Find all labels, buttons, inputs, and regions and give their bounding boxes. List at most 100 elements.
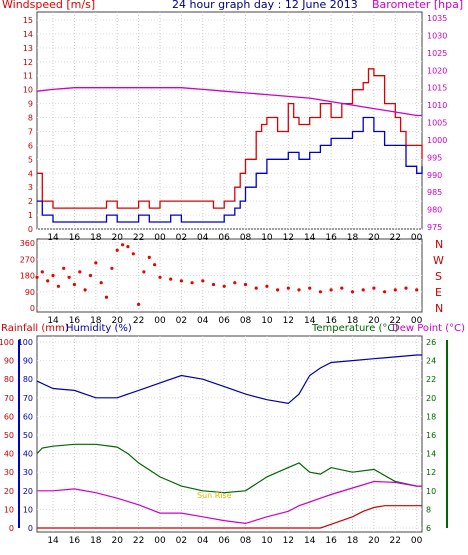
y-tick-label-humidity: 40 [23, 450, 33, 459]
wind-direction-point [350, 290, 355, 294]
wind-direction-point [51, 273, 55, 278]
wind-direction-point [372, 286, 376, 290]
y-tick-label-rain: 50 [4, 431, 14, 440]
wind-direction-point [94, 261, 98, 265]
y-tick-label-temp: 8 [426, 505, 431, 514]
y-tick-label-humidity: 30 [23, 468, 33, 477]
y-tick-label-dir: 180 [20, 272, 35, 281]
y-tick-label-wind: 12 [23, 58, 33, 67]
wind-panel-frame [36, 11, 423, 230]
wind-direction-point [67, 275, 71, 279]
wind-direction-point [104, 295, 109, 299]
wind-direction-point [222, 284, 226, 288]
x-tick-label: 00 [154, 316, 166, 326]
x-tick-label: 18 [347, 536, 359, 546]
y-tick-label-wind: 2 [28, 197, 33, 206]
rainfall-axis-label: Rainfall (mm) [1, 323, 69, 334]
y-tick-label-temp: 24 [426, 357, 436, 366]
wind-direction-point [126, 245, 130, 249]
y-tick-label-temp: 6 [426, 524, 431, 533]
grid-lines [18, 12, 448, 532]
wind-direction-point [40, 270, 44, 274]
y-tick-label-wind: 15 [23, 16, 33, 25]
wind-direction-points [35, 243, 419, 306]
x-tick-label: 04 [197, 233, 209, 243]
wind-direction-point [308, 286, 312, 290]
wind-direction-point [211, 282, 216, 287]
wind-direction-point [190, 281, 194, 285]
x-tick-label: 06 [218, 233, 230, 243]
compass-s: S [435, 270, 442, 283]
wind-direction-point [142, 270, 146, 274]
series-temperature [36, 443, 422, 494]
x-tick-label: 08 [240, 316, 252, 326]
x-tick-label: 18 [347, 316, 359, 326]
wind-direction-point [137, 302, 141, 306]
y-tick-label-baro: 975 [427, 223, 442, 232]
x-tick-label: 22 [390, 536, 401, 546]
wind-direction-point [404, 286, 408, 290]
x-tick-label: 00 [154, 536, 166, 546]
series-dew-point [37, 480, 422, 525]
y-tick-label-wind: 13 [23, 44, 33, 53]
x-tick-label: 00 [411, 536, 423, 546]
x-tick-label: 18 [90, 316, 102, 326]
wind-direction-point [169, 277, 173, 281]
y-tick-label-wind: 1 [28, 211, 33, 220]
y-tick-label-baro: 1000 [427, 136, 447, 145]
wind-direction-point [265, 284, 269, 288]
x-tick-label: 06 [218, 316, 230, 326]
y-tick-label-dir: 360 [20, 239, 35, 248]
y-tick-label-baro: 1020 [427, 66, 447, 75]
y-tick-label-dir: 90 [25, 288, 35, 297]
series-lines [36, 68, 423, 529]
x-tick-label: 00 [154, 233, 166, 243]
y-tick-label-temp: 10 [426, 487, 436, 496]
wind-direction-point [78, 270, 82, 274]
y-tick-label-baro: 1035 [427, 14, 447, 23]
x-tick-label: 18 [90, 536, 102, 546]
wind-direction-point [233, 281, 237, 285]
x-tick-label: 14 [47, 316, 59, 326]
wind-direction-point [46, 279, 50, 283]
sunrise-annotation: Sun Rise [197, 491, 232, 500]
x-tick-label: 16 [69, 233, 81, 243]
x-tick-label: 10 [261, 536, 273, 546]
y-tick-label-baro: 1015 [427, 84, 447, 93]
y-tick-label-wind: 6 [28, 141, 33, 150]
y-tick-label-temp: 20 [426, 394, 436, 403]
x-tick-label: 20 [368, 316, 380, 326]
x-tick-label: 20 [368, 536, 380, 546]
wind-direction-point [383, 290, 387, 294]
y-tick-label-rain: 40 [4, 450, 14, 459]
y-tick-label-humidity: 80 [23, 375, 33, 384]
y-tick-label-baro: 985 [427, 188, 442, 197]
wind-direction-point [340, 286, 344, 290]
series-barometer [36, 87, 422, 117]
chart-title: 24 hour graph day : 12 June 2013 [172, 0, 358, 11]
wind-direction-point [415, 288, 419, 292]
y-tick-label-rain: 60 [4, 412, 14, 421]
y-tick-label-humidity: 70 [23, 394, 33, 403]
wind-direction-point [83, 288, 87, 292]
series-rainfall [37, 505, 422, 529]
y-tick-label-baro: 980 [427, 206, 442, 215]
wind-direction-point [121, 243, 125, 247]
y-tick-label-humidity: 90 [23, 357, 33, 366]
wind-direction-point [329, 288, 333, 292]
x-tick-label: 14 [47, 536, 59, 546]
x-tick-label: 18 [347, 233, 359, 243]
x-tick-label: 00 [411, 316, 423, 326]
x-tick-label: 20 [111, 233, 123, 243]
x-tick-label: 02 [176, 536, 187, 546]
y-tick-label-temp: 12 [426, 468, 436, 477]
y-tick-label-wind: 7 [28, 127, 33, 136]
wind-direction-point [243, 282, 248, 287]
x-tick-label: 18 [90, 233, 102, 243]
y-tick-label-rain: 100 [0, 338, 14, 347]
x-tick-label: 20 [368, 233, 380, 243]
x-tick-label: 12 [283, 536, 294, 546]
x-tick-label: 16 [69, 316, 81, 326]
y-tick-label-humidity: 0 [28, 524, 33, 533]
dewpoint-axis-label: Dew Point (°C) [392, 323, 465, 334]
